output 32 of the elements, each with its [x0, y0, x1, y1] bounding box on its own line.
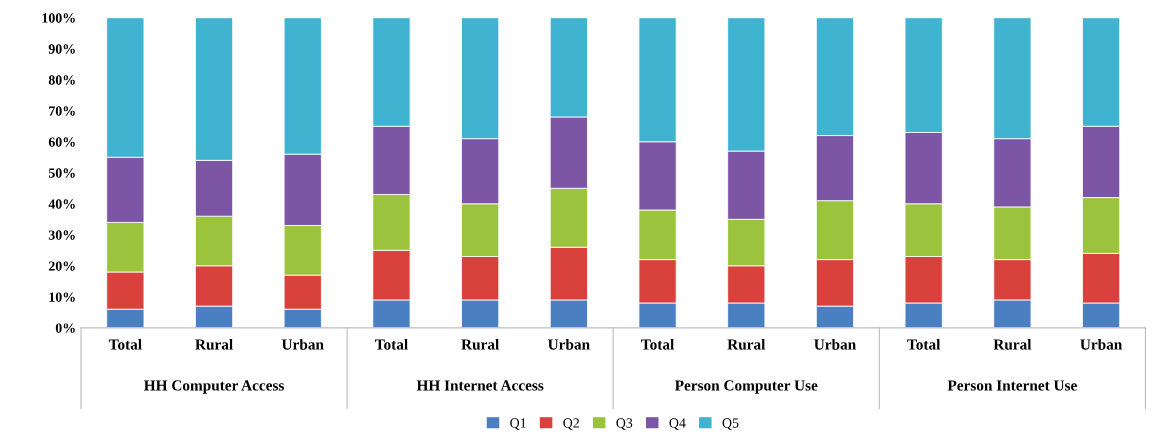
- legend-label: Q1: [510, 418, 526, 430]
- legend-label: Q4: [669, 418, 686, 430]
- x-tick-label: Rural: [195, 338, 233, 350]
- x-tick-label: Rural: [993, 338, 1032, 350]
- legend-label: Q5: [722, 418, 739, 430]
- y-tick-label: 30%: [48, 230, 75, 240]
- y-tick-label: 60%: [48, 137, 75, 147]
- y-tick-label: 90%: [48, 44, 75, 54]
- x-tick-label: Total: [374, 338, 408, 350]
- y-tick-label: 70%: [49, 106, 75, 116]
- text: Person Internet Use: [947, 380, 1077, 391]
- y-tick-label: 10%: [49, 292, 75, 302]
- y-tick-label: 20%: [48, 261, 75, 271]
- x-tick-label: Total: [108, 338, 142, 350]
- x-tick-label: Urban: [1080, 338, 1123, 350]
- x-tick-label: Rural: [727, 338, 766, 350]
- x-tick-label: Total: [641, 338, 674, 350]
- x-tick-label: Urban: [814, 338, 856, 350]
- x-tick-label: Urban: [281, 338, 324, 350]
- text: HH Computer Access: [144, 380, 284, 394]
- y-tick-label: 100%: [42, 13, 75, 23]
- text: HH Internet Access: [416, 380, 544, 391]
- y-tick-label: 50%: [48, 168, 75, 178]
- y-tick-label: 40%: [48, 199, 75, 209]
- text: Person Computer Use: [674, 380, 818, 394]
- legend-label: Q3: [616, 418, 633, 430]
- y-tick-label: 0%: [55, 323, 75, 333]
- y-tick-label: 80%: [48, 75, 75, 85]
- x-tick-label: Urban: [548, 338, 590, 350]
- legend-label: Q2: [563, 418, 579, 430]
- x-tick-label: Total: [907, 338, 941, 350]
- x-tick-label: Rural: [461, 338, 499, 350]
